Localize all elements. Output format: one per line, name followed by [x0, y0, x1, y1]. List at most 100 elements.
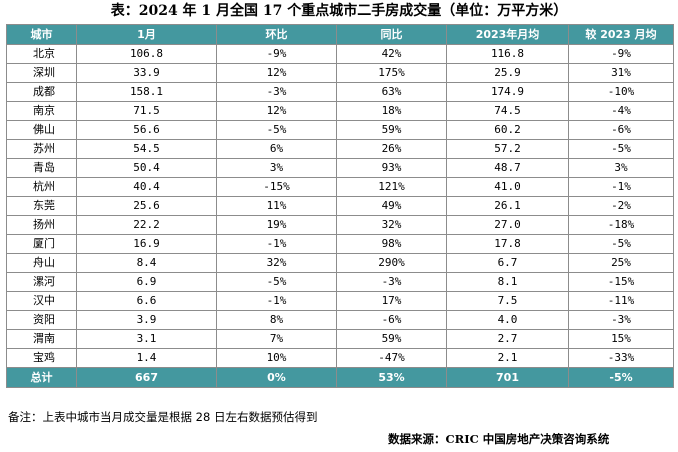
table-row: 苏州 54.5 6% 26% 57.2 -5%: [6, 139, 674, 159]
cell-city: 苏州: [6, 139, 77, 159]
cell-jan-value: 54.5: [76, 139, 217, 159]
cell-mom: 7%: [216, 329, 337, 349]
cell-mom: -5%: [216, 120, 337, 140]
cell-avg-2023: 116.8: [446, 44, 569, 64]
table-row: 渭南 3.1 7% 59% 2.7 15%: [6, 329, 674, 349]
cell-mom: 6%: [216, 139, 337, 159]
cell-vs-avg-2023: -33%: [568, 348, 674, 368]
cell-jan-value: 16.9: [76, 234, 217, 254]
cell-jan-value: 25.6: [76, 196, 217, 216]
cell-jan-value: 6.6: [76, 291, 217, 311]
cell-avg-2023: 25.9: [446, 63, 569, 83]
cell-vs-avg-2023: -2%: [568, 196, 674, 216]
cell-vs-avg-2023: -1%: [568, 177, 674, 197]
header-vs-2023-avg: 较 2023 月均: [568, 24, 674, 45]
cell-jan-value: 40.4: [76, 177, 217, 197]
cell-city: 杭州: [6, 177, 77, 197]
cell-mom: 12%: [216, 63, 337, 83]
cell-mom: 8%: [216, 310, 337, 330]
cell-yoy: 175%: [336, 63, 447, 83]
cell-jan-value: 1.4: [76, 348, 217, 368]
cell-vs-avg-2023: -18%: [568, 215, 674, 235]
cell-avg-2023: 2.7: [446, 329, 569, 349]
cell-mom: -1%: [216, 291, 337, 311]
cell-city: 资阳: [6, 310, 77, 330]
table-row: 青岛 50.4 3% 93% 48.7 3%: [6, 158, 674, 178]
cell-city: 扬州: [6, 215, 77, 235]
cell-yoy: 59%: [336, 120, 447, 140]
cell-city: 渭南: [6, 329, 77, 349]
cell-city: 南京: [6, 101, 77, 121]
cell-avg-2023: 7.5: [446, 291, 569, 311]
cell-yoy: 17%: [336, 291, 447, 311]
cell-yoy: 63%: [336, 82, 447, 102]
cell-jan-value: 106.8: [76, 44, 217, 64]
table-row: 漯河 6.9 -5% -3% 8.1 -15%: [6, 272, 674, 292]
table-row: 舟山 8.4 32% 290% 6.7 25%: [6, 253, 674, 273]
cell-mom: 19%: [216, 215, 337, 235]
cell-yoy: 93%: [336, 158, 447, 178]
cell-avg-2023: 6.7: [446, 253, 569, 273]
cell-city: 成都: [6, 82, 77, 102]
cell-jan-value: 22.2: [76, 215, 217, 235]
cell-vs-avg-2023: 3%: [568, 158, 674, 178]
cell-jan-value: 3.9: [76, 310, 217, 330]
cell-vs-avg-2023: 15%: [568, 329, 674, 349]
cell-yoy: 18%: [336, 101, 447, 121]
cell-vs-avg-2023: -15%: [568, 272, 674, 292]
cell-jan-value: 33.9: [76, 63, 217, 83]
cell-mom: -1%: [216, 234, 337, 254]
cell-yoy: 42%: [336, 44, 447, 64]
table-row: 宝鸡 1.4 10% -47% 2.1 -33%: [6, 348, 674, 368]
cell-city: 北京: [6, 44, 77, 64]
cell-city: 东莞: [6, 196, 77, 216]
cell-avg-2023: 4.0: [446, 310, 569, 330]
cell-vs-avg-2023: -9%: [568, 44, 674, 64]
cell-jan-value: 8.4: [76, 253, 217, 273]
table-row: 北京 106.8 -9% 42% 116.8 -9%: [6, 44, 674, 64]
header-2023-avg: 2023年月均: [446, 24, 569, 45]
table-row: 扬州 22.2 19% 32% 27.0 -18%: [6, 215, 674, 235]
cell-mom: 3%: [216, 158, 337, 178]
total-row: 总计 667 0% 53% 701 -5%: [6, 367, 674, 388]
cell-vs-avg-2023: -5%: [568, 139, 674, 159]
cell-yoy: 98%: [336, 234, 447, 254]
table-row: 汉中 6.6 -1% 17% 7.5 -11%: [6, 291, 674, 311]
cell-mom: -15%: [216, 177, 337, 197]
total-vs-2023-avg: -5%: [568, 367, 674, 388]
cell-yoy: 26%: [336, 139, 447, 159]
cell-yoy: -47%: [336, 348, 447, 368]
header-mom: 环比: [216, 24, 337, 45]
cell-yoy: 59%: [336, 329, 447, 349]
cell-vs-avg-2023: 25%: [568, 253, 674, 273]
cell-yoy: 290%: [336, 253, 447, 273]
table-row: 资阳 3.9 8% -6% 4.0 -3%: [6, 310, 674, 330]
table-row: 东莞 25.6 11% 49% 26.1 -2%: [6, 196, 674, 216]
cell-mom: 10%: [216, 348, 337, 368]
total-mom: 0%: [216, 367, 337, 388]
cell-mom: 32%: [216, 253, 337, 273]
total-jan: 667: [76, 367, 217, 388]
total-2023-avg: 701: [446, 367, 569, 388]
cell-city: 汉中: [6, 291, 77, 311]
cell-vs-avg-2023: -10%: [568, 82, 674, 102]
cell-jan-value: 3.1: [76, 329, 217, 349]
cell-city: 佛山: [6, 120, 77, 140]
cell-yoy: 121%: [336, 177, 447, 197]
cell-mom: -3%: [216, 82, 337, 102]
header-jan: 1月: [76, 24, 217, 45]
header-row: 城市 1月 环比 同比 2023年月均 较 2023 月均: [6, 24, 674, 45]
cell-vs-avg-2023: 31%: [568, 63, 674, 83]
footnote: 备注：上表中城市当月成交量是根据 28 日左右数据预估得到: [8, 410, 318, 424]
cell-vs-avg-2023: -4%: [568, 101, 674, 121]
total-yoy: 53%: [336, 367, 447, 388]
cell-city: 深圳: [6, 63, 77, 83]
cell-jan-value: 158.1: [76, 82, 217, 102]
cell-mom: 12%: [216, 101, 337, 121]
cell-jan-value: 71.5: [76, 101, 217, 121]
cell-avg-2023: 41.0: [446, 177, 569, 197]
table-title: 表：2024 年 1 月全国 17 个重点城市二手房成交量（单位：万平方米）: [110, 3, 568, 19]
cell-vs-avg-2023: -3%: [568, 310, 674, 330]
cell-city: 厦门: [6, 234, 77, 254]
cell-yoy: -6%: [336, 310, 447, 330]
